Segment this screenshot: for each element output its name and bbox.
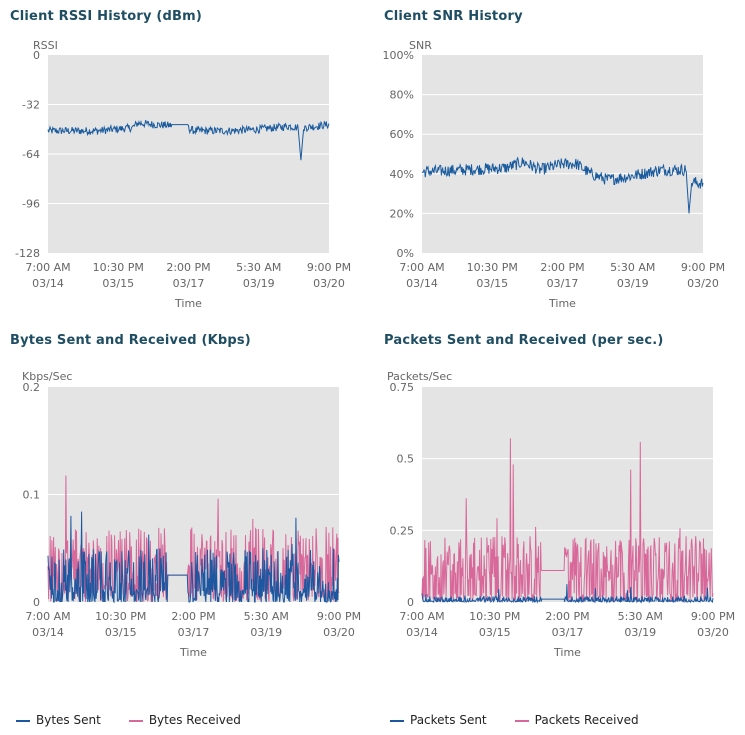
legend-swatch-bytes-received xyxy=(128,719,143,722)
x-tick-label: 9:00 PM xyxy=(317,610,361,623)
x-tick-date: 03/17 xyxy=(547,277,579,290)
x-tick-label: 7:00 AM xyxy=(399,261,444,274)
y-tick-label: 0% xyxy=(397,247,414,260)
x-tick-label: 7:00 AM xyxy=(25,261,70,274)
x-tick-label: 9:00 PM xyxy=(307,261,351,274)
x-tick-label: 7:00 AM xyxy=(399,610,444,623)
x-tick-date: 03/17 xyxy=(552,626,584,639)
x-axis-label: Time xyxy=(174,297,202,310)
series-line-packets-received xyxy=(421,438,714,604)
x-tick-label: 2:00 PM xyxy=(545,610,589,623)
x-tick-label: 5:30 AM xyxy=(618,610,663,623)
series-line-main xyxy=(47,119,330,161)
y-tick-label: 40% xyxy=(390,168,414,181)
x-tick-label: 10:30 PM xyxy=(93,261,144,274)
y-tick-label: -96 xyxy=(22,198,40,211)
x-tick-label: 10:30 PM xyxy=(469,610,520,623)
x-tick-date: 03/14 xyxy=(406,626,438,639)
x-tick-date: 03/20 xyxy=(313,277,345,290)
legend-packets: Packets Sent Packets Received xyxy=(390,713,639,727)
x-tick-date: 03/15 xyxy=(105,626,137,639)
legend-label-bytes-sent: Bytes Sent xyxy=(36,713,101,727)
x-tick-label: 10:30 PM xyxy=(467,261,518,274)
legend-swatch-bytes-sent xyxy=(16,719,30,722)
x-tick-date: 03/14 xyxy=(32,277,64,290)
series-line-packets-sent xyxy=(421,584,714,604)
chart-title-bytes: Bytes Sent and Received (Kbps) xyxy=(10,333,251,348)
legend-label-bytes-received: Bytes Received xyxy=(148,713,241,727)
x-tick-date: 03/20 xyxy=(697,626,729,639)
x-tick-date: 03/15 xyxy=(102,277,134,290)
y-tick-label: 0.5 xyxy=(397,453,415,466)
y-tick-label: 20% xyxy=(390,207,414,220)
y-tick-label: -64 xyxy=(22,148,40,161)
y-axis-label-bytes: Kbps/Sec xyxy=(22,370,73,383)
x-tick-date: 03/14 xyxy=(32,626,64,639)
plot-area-1 xyxy=(422,55,703,253)
x-axis-label: Time xyxy=(553,646,581,659)
legend-bytes: Bytes Sent Bytes Received xyxy=(16,713,241,727)
x-tick-date: 03/20 xyxy=(687,277,719,290)
x-axis-label: Time xyxy=(179,646,207,659)
y-tick-label: 0.1 xyxy=(23,489,41,502)
x-tick-date: 03/19 xyxy=(250,626,282,639)
y-tick-label: 100% xyxy=(383,49,414,62)
x-axis-label: Time xyxy=(548,297,576,310)
y-tick-label: 0.75 xyxy=(390,381,415,394)
x-tick-label: 5:30 AM xyxy=(610,261,655,274)
series-line-main xyxy=(421,156,704,214)
chart-title-snr: Client SNR History xyxy=(384,9,523,24)
x-tick-label: 9:00 PM xyxy=(691,610,735,623)
x-tick-label: 10:30 PM xyxy=(95,610,146,623)
legend-swatch-packets-received xyxy=(514,719,529,722)
x-tick-date: 03/14 xyxy=(406,277,438,290)
y-tick-label: 60% xyxy=(390,128,414,141)
x-tick-date: 03/15 xyxy=(479,626,511,639)
x-tick-date: 03/19 xyxy=(617,277,649,290)
x-tick-date: 03/17 xyxy=(178,626,210,639)
x-tick-label: 5:30 AM xyxy=(244,610,289,623)
y-tick-label: 0 xyxy=(33,596,40,609)
y-tick-label: -128 xyxy=(15,247,40,260)
y-axis-label-snr: SNR xyxy=(409,39,432,52)
chart-title-rssi: Client RSSI History (dBm) xyxy=(10,9,203,24)
x-tick-label: 7:00 AM xyxy=(25,610,70,623)
legend-label-packets-sent: Packets Sent xyxy=(410,713,487,727)
y-tick-label: 0 xyxy=(407,596,414,609)
x-tick-label: 9:00 PM xyxy=(681,261,725,274)
x-tick-date: 03/20 xyxy=(323,626,355,639)
x-tick-label: 5:30 AM xyxy=(236,261,281,274)
y-tick-label: 0.25 xyxy=(390,524,415,537)
y-tick-label: 0.2 xyxy=(23,381,41,394)
series-line-bytes-sent xyxy=(47,511,340,604)
legend-swatch-packets-sent xyxy=(390,719,404,722)
x-tick-label: 2:00 PM xyxy=(166,261,210,274)
x-tick-label: 2:00 PM xyxy=(540,261,584,274)
legend-label-packets-received: Packets Received xyxy=(534,713,639,727)
y-tick-label: 80% xyxy=(390,89,414,102)
y-axis-label-rssi: RSSI xyxy=(33,39,58,52)
y-axis-label-packets: Packets/Sec xyxy=(387,370,453,383)
x-tick-label: 2:00 PM xyxy=(171,610,215,623)
x-tick-date: 03/15 xyxy=(476,277,508,290)
x-tick-date: 03/19 xyxy=(624,626,656,639)
y-tick-label: -32 xyxy=(22,99,40,112)
x-tick-date: 03/19 xyxy=(243,277,275,290)
x-tick-date: 03/17 xyxy=(173,277,205,290)
chart-title-packets: Packets Sent and Received (per sec.) xyxy=(384,333,664,348)
y-tick-label: 0 xyxy=(33,49,40,62)
